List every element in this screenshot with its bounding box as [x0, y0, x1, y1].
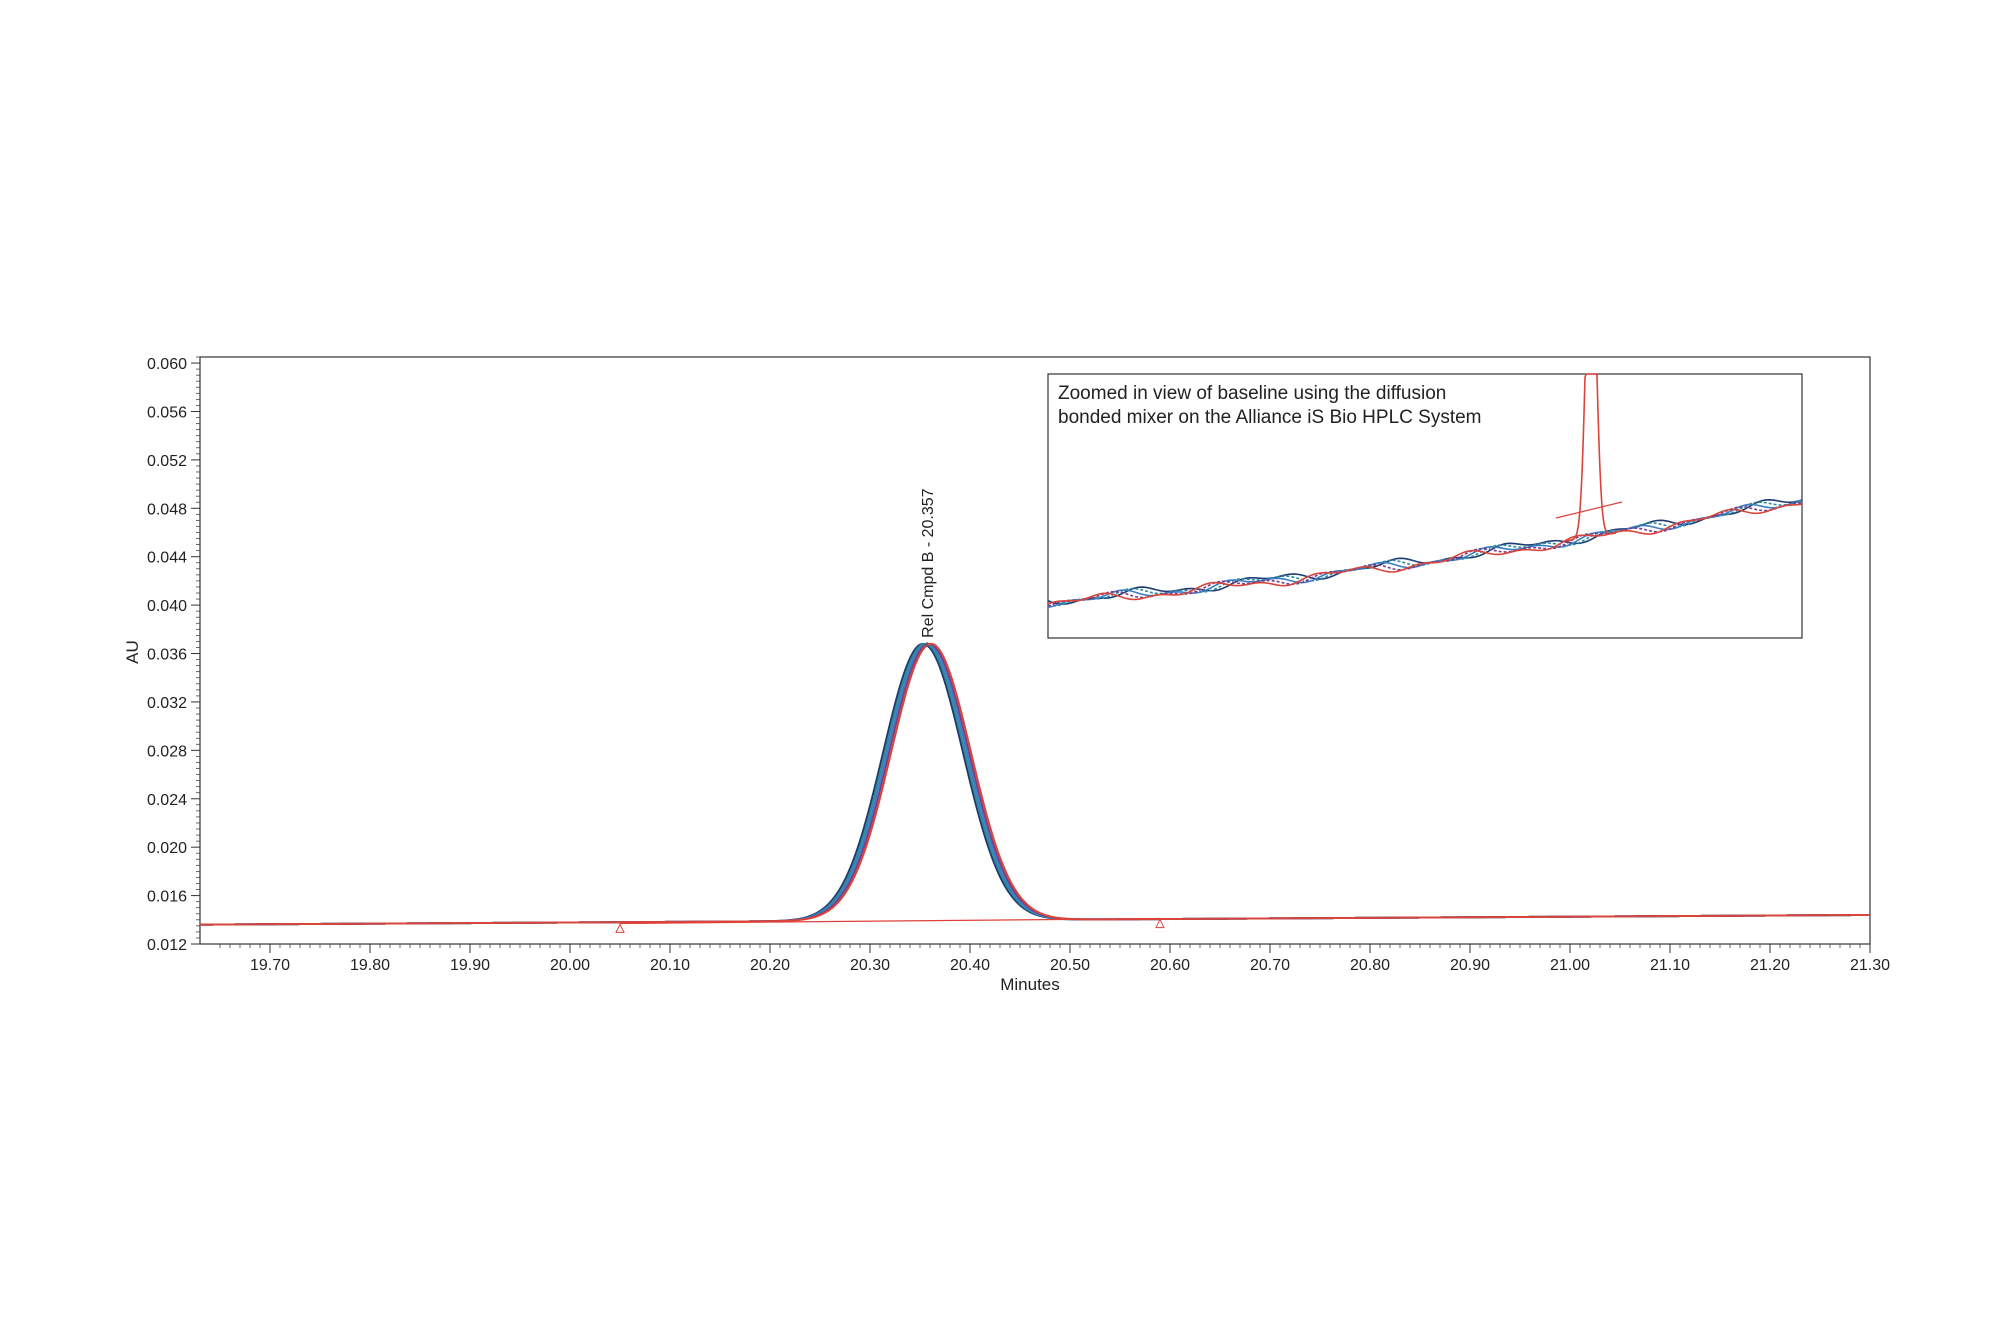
x-axis-title: Minutes — [1000, 975, 1060, 994]
inset-frame — [1047, 373, 1803, 639]
y-tick-label: 0.060 — [147, 356, 187, 373]
x-tick-label: 19.70 — [250, 957, 290, 974]
inset-spike — [1565, 373, 1617, 542]
chromatogram-traces — [199, 642, 1871, 926]
y-tick-label: 0.020 — [147, 840, 187, 857]
x-tick-label: 21.10 — [1650, 957, 1690, 974]
x-tick-label: 20.50 — [1050, 957, 1090, 974]
trace-4 — [199, 642, 1871, 926]
y-tick-label: 0.048 — [147, 501, 187, 518]
x-tick-label: 20.80 — [1350, 957, 1390, 974]
y-tick-label: 0.032 — [147, 695, 187, 712]
trace-2 — [199, 642, 1871, 926]
integration-markers — [615, 641, 1165, 933]
x-tick-label: 20.70 — [1250, 957, 1290, 974]
inset-traces — [1047, 373, 1803, 609]
x-tick-label: 20.10 — [650, 957, 690, 974]
y-tick-label: 0.044 — [147, 550, 187, 567]
inset-trace-3 — [1047, 500, 1803, 609]
inset-text-line2: bonded mixer on the Alliance iS Bio HPLC… — [1058, 407, 1482, 428]
inset-integration-line — [1555, 501, 1623, 519]
x-tick-label: 20.60 — [1150, 957, 1190, 974]
inset-text-line1: Zoomed in view of baseline using the dif… — [1058, 383, 1446, 404]
inset-zoom-view: Zoomed in view of baseline using the dif… — [1047, 373, 1803, 639]
y-tick-label: 0.052 — [147, 453, 187, 470]
inset-trace-5 — [1047, 503, 1803, 605]
y-tick-label: 0.040 — [147, 598, 187, 615]
x-tick-label: 21.20 — [1750, 957, 1790, 974]
x-tick-label: 21.30 — [1850, 957, 1890, 974]
y-axis-title: AU — [123, 640, 142, 664]
x-axis: 19.70 19.80 19.90 20.00 20.10 20.20 20.30 20.40… — [219, 944, 1890, 974]
x-tick-label: 21.00 — [1550, 957, 1590, 974]
y-tick-label: 0.024 — [147, 792, 187, 809]
trace-5 — [199, 642, 1871, 926]
trace-1 — [199, 642, 1871, 926]
plot-frame — [199, 356, 1871, 945]
peak-label: Rel Cmpd B - 20.357 — [920, 488, 937, 638]
x-tick-label: 20.90 — [1450, 957, 1490, 974]
x-tick-label: 20.00 — [550, 957, 590, 974]
x-tick-label: 19.80 — [350, 957, 390, 974]
peak-end-marker — [1155, 918, 1165, 929]
trace-3 — [199, 642, 1871, 926]
y-tick-label: 0.036 — [147, 647, 187, 664]
integration-baseline — [619, 917, 1161, 925]
x-tick-label: 20.40 — [950, 957, 990, 974]
y-tick-label: 0.056 — [147, 404, 187, 421]
x-tick-label: 20.30 — [850, 957, 890, 974]
y-tick-label: 0.012 — [147, 937, 187, 954]
x-tick-label: 19.90 — [450, 957, 490, 974]
y-tick-label: 0.016 — [147, 889, 187, 906]
y-axis: 0.012 0.016 0.020 0.024 0.028 0.032 0.036 0.040… — [147, 356, 200, 954]
peak-start-marker — [615, 923, 625, 933]
y-tick-label: 0.028 — [147, 743, 187, 760]
x-tick-label: 20.20 — [750, 957, 790, 974]
